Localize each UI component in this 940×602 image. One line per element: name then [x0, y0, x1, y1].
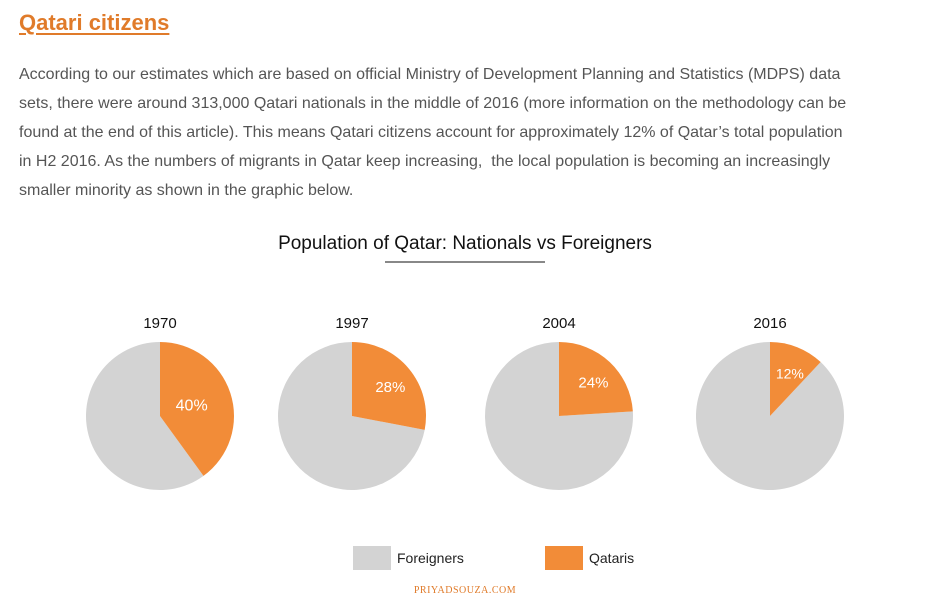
legend-swatch-qataris [545, 546, 583, 570]
paragraph-line: smaller minority as shown in the graphic… [19, 182, 354, 199]
pie-slice-qataris [559, 342, 633, 416]
source-credit: PRIYADSOUZA.COM [413, 585, 517, 596]
legend-label-qataris: Qataris [589, 550, 635, 566]
legend-swatch-foreigners [353, 546, 391, 570]
pie-year-label: 2016 [753, 315, 786, 332]
pie-slice-foreigners [86, 342, 204, 490]
paragraph-line: According to our estimates which are bas… [19, 66, 841, 83]
pie-data-label: 28% [375, 379, 405, 396]
section-heading-link[interactable]: Qatari citizens [19, 10, 170, 35]
pie-slice-qataris [770, 342, 821, 416]
chart-title: Population of Qatar: Nationals vs Foreig… [278, 233, 652, 254]
pie-year-label: 1997 [335, 315, 368, 332]
title-underline [385, 261, 545, 263]
pie-slice-foreigners [485, 342, 633, 490]
pie-year-label: 2004 [542, 315, 575, 332]
legend-label-foreigners: Foreigners [397, 550, 464, 566]
pie-year-label: 1970 [143, 315, 176, 332]
pie-data-label: 24% [578, 375, 608, 392]
pie-charts: 1970 40% 1997 28% 2004 24% 2016 12% [86, 315, 844, 490]
article-paragraph: According to our estimates which are bas… [19, 60, 919, 205]
paragraph-line: in H2 2016. As the numbers of migrants i… [19, 153, 831, 170]
pie-slice-qataris [160, 342, 235, 476]
pie-data-label: 12% [776, 365, 804, 381]
pie-slice-foreigners [278, 342, 425, 490]
paragraph-line: sets, there were around 313,000 Qatari n… [19, 95, 847, 112]
pie-slice-qataris [352, 342, 427, 430]
paragraph-line: found at the end of this article). This … [19, 124, 843, 141]
pie-data-label: 40% [176, 398, 208, 415]
